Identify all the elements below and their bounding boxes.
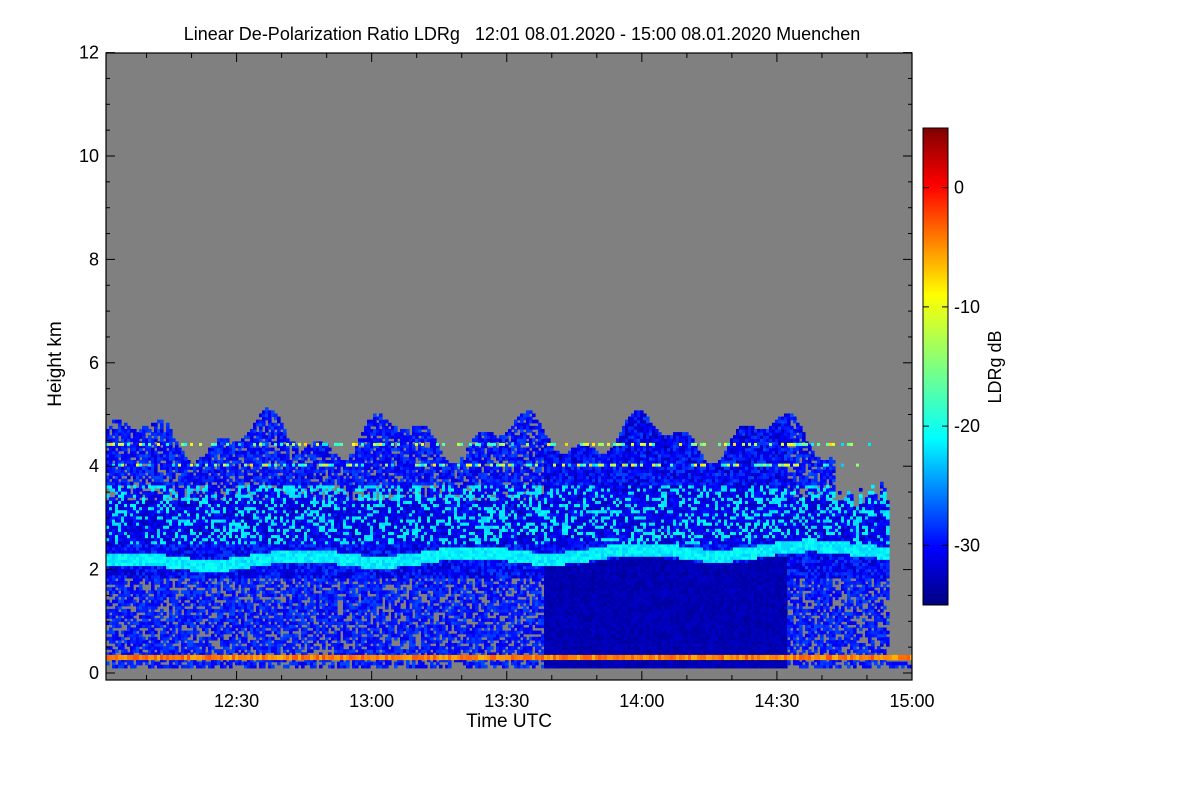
ldr-cell — [181, 451, 185, 455]
ldr-cell — [277, 417, 281, 421]
ldr-cell — [280, 584, 284, 588]
ldr-cell — [154, 631, 158, 635]
ldr-cell — [283, 429, 287, 433]
ldr-cell — [226, 438, 230, 442]
ldr-cell — [295, 634, 299, 638]
ldr-cell — [169, 581, 173, 585]
ldr-cell — [331, 662, 335, 666]
ldr-cell — [115, 631, 119, 635]
ldr-cell — [124, 581, 128, 585]
ldr-cell — [160, 420, 164, 424]
ldr-cell — [175, 441, 179, 445]
ldr-cell — [118, 624, 122, 628]
ldr-cell — [163, 612, 167, 616]
ldr-cell — [118, 420, 122, 424]
ldr-cell — [316, 646, 320, 650]
ldr-cell — [166, 423, 170, 427]
ldr-cell — [328, 448, 332, 452]
ldr-cell — [196, 631, 200, 635]
ldr-cell — [175, 590, 179, 594]
ldr-cell — [139, 631, 143, 635]
chart-title: Linear De-Polarization Ratio LDRg 12:01 … — [184, 24, 860, 44]
plot-area — [106, 53, 914, 680]
ldr-cell — [169, 429, 173, 433]
ldr-cell — [340, 643, 344, 647]
ldr-cell — [310, 618, 314, 622]
ldr-cell — [139, 584, 143, 588]
ldr-cell — [271, 665, 275, 669]
ldr-cell — [163, 603, 167, 607]
ldr-cell — [280, 423, 284, 427]
ldr-cell — [175, 646, 179, 650]
